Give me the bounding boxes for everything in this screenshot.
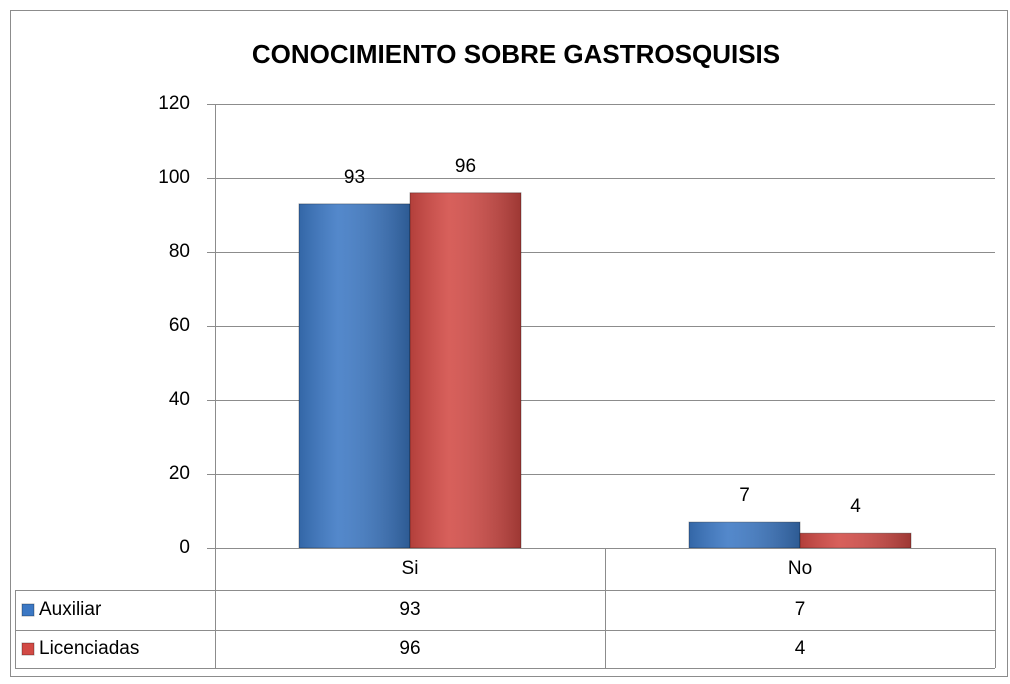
x-tick-label: Si — [402, 558, 419, 579]
data-label: 4 — [850, 496, 861, 517]
data-label: 7 — [739, 485, 750, 506]
y-tick-label: 0 — [179, 537, 190, 558]
x-tick-label: No — [788, 558, 812, 579]
bar-shade — [689, 522, 800, 548]
legend-label: Auxiliar — [39, 599, 102, 620]
legend-key — [21, 603, 35, 617]
bar-shade — [410, 192, 521, 549]
legend-label: Licenciadas — [39, 638, 139, 659]
data-label: 93 — [344, 167, 365, 188]
table-value: 96 — [399, 638, 420, 659]
y-tick-label: 80 — [169, 241, 190, 262]
bar-shade — [800, 533, 911, 548]
y-tick-label: 120 — [158, 93, 190, 114]
legend-key — [21, 642, 35, 656]
data-label: 96 — [455, 156, 476, 177]
bar-shade — [299, 203, 410, 548]
y-tick-label: 60 — [169, 315, 190, 336]
table-value: 7 — [795, 599, 806, 620]
y-tick-label: 40 — [169, 389, 190, 410]
table-value: 4 — [795, 638, 806, 659]
chart-title: CONOCIMIENTO SOBRE GASTROSQUISIS — [252, 39, 780, 69]
y-tick-label: 100 — [158, 167, 190, 188]
y-tick-label: 20 — [169, 463, 190, 484]
table-value: 93 — [399, 599, 420, 620]
